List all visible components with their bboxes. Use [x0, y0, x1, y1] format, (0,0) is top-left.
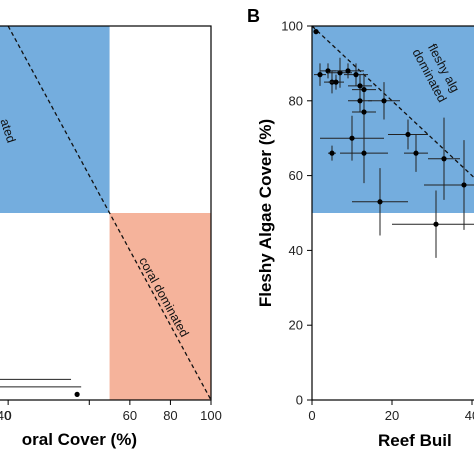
panel-b-data-point: [317, 72, 323, 78]
panel-b-data-point: [333, 79, 339, 85]
panel-b-data-point: [441, 156, 447, 162]
panel-b-data-point: [357, 83, 363, 89]
panel-b-regions: [312, 26, 474, 213]
panel-b-data-point: [361, 150, 367, 156]
panel-b-data-point: [345, 68, 351, 74]
panel-b-x-tick-label: 0: [308, 408, 315, 423]
panel-a-diagonal: [7, 25, 212, 401]
panel-b-data-point: [377, 199, 383, 205]
panel-b-points: [313, 29, 474, 258]
panel-a-regions: [0, 26, 211, 400]
panel-a-points: [0, 378, 82, 397]
panel-b-y-tick-label: 80: [289, 93, 303, 108]
panel-b-data-point: [361, 86, 367, 93]
panel-a-algae-region-label: ated: [0, 117, 18, 145]
panel-b-x-axis-label: Reef Buil: [378, 431, 452, 450]
panel-b-data-point: [461, 182, 467, 188]
panel-b-data-point: [405, 131, 411, 138]
panel-a-x-tick-label: 40: [0, 408, 11, 423]
panel-b-frame: [311, 25, 474, 401]
panel-b-data-point: [353, 72, 359, 78]
panel-b-y-ticks: 0 20 40 60 80 100: [281, 19, 312, 408]
panel-a-diagonal-line: [7, 25, 212, 401]
panel-b-data-point: [413, 150, 419, 156]
panel-b-data-point: [329, 150, 335, 156]
panel-a-x-tick-label: 80: [163, 408, 177, 423]
panel-b-x-tick-label: 20: [385, 408, 399, 423]
panel-b-y-tick-label: 60: [289, 168, 303, 183]
panel-a-data-point: [74, 391, 80, 397]
panel-b-y-axis-label: Fleshy Algae Cover (%): [256, 119, 275, 307]
panel-b-data-point: [325, 68, 331, 74]
panel-b-region-algae: [312, 26, 474, 213]
panel-a-x-tick-label: 100: [200, 408, 222, 423]
panel-b-data-point: [357, 98, 363, 104]
panel-b-data-point: [433, 221, 439, 227]
panel-a-region-algae: [0, 26, 110, 213]
panel-b-diagonal-line: [311, 25, 474, 179]
panel-a-x-ticks: 040 60 80 100: [0, 400, 222, 423]
panel-a-chart: 040 60 80 100 ated coral dominated oral Cov…: [0, 25, 222, 449]
panel-b-x-ticks: 0 20 40: [308, 400, 474, 423]
panel-b-y-tick-label: 20: [289, 318, 303, 333]
panel-b-diagonal: [311, 25, 474, 179]
panel-b-y-tick-label: 40: [289, 243, 303, 258]
panel-b-data-point: [361, 109, 367, 115]
panel-b-y-tick-label: 100: [281, 19, 303, 34]
panel-a-x-tick-label: 0: [5, 408, 12, 423]
panel-b-y-tick-label: 0: [296, 393, 303, 408]
panel-b-x-tick-label: 40: [465, 408, 474, 423]
panel-a-frame: [0, 25, 212, 401]
panel-a-x-axis-label: oral Cover (%): [22, 430, 137, 449]
panel-b-data-point: [349, 135, 355, 141]
panel-b-data-point: [381, 98, 387, 104]
panel-b-data-point: [337, 70, 343, 76]
panel-b-data-point: [313, 29, 319, 35]
panel-a-x-tick-label: 60: [123, 408, 137, 423]
panel-b-letter: B: [247, 6, 260, 26]
